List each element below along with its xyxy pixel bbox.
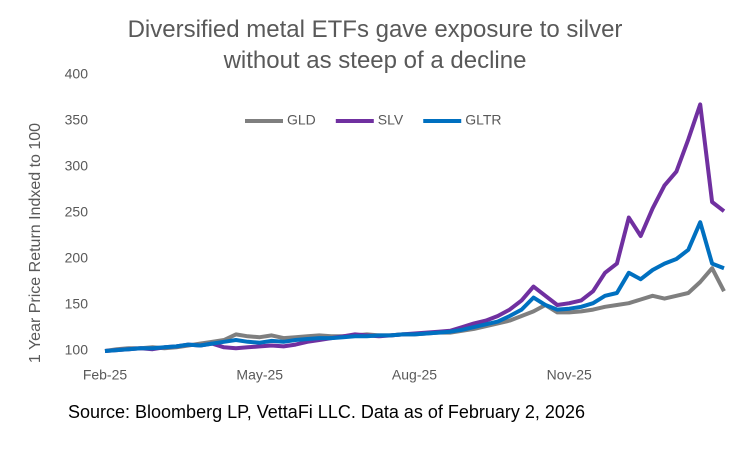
line-series <box>104 220 725 353</box>
chart-title: Diversified metal ETFs gave exposure to … <box>127 16 623 74</box>
y-tick-label: 100 <box>65 342 89 358</box>
legend-label: GLD <box>287 112 316 128</box>
y-tick-label: 300 <box>65 158 89 174</box>
x-tick-label: Nov-25 <box>547 367 592 383</box>
y-tick-label: 150 <box>65 296 89 312</box>
legend-label: GLTR <box>465 112 501 128</box>
line-series <box>104 266 726 353</box>
y-axis-label: 1 Year Price Return Indxed to 100 <box>27 123 44 363</box>
y-tick-label: 250 <box>65 204 89 220</box>
y-tick-label: 350 <box>65 112 89 128</box>
y-tick-label: 400 <box>65 66 89 82</box>
x-tick-label: Aug-25 <box>392 367 437 383</box>
legend-label: SLV <box>378 112 404 128</box>
y-tick-label: 200 <box>65 250 89 266</box>
x-tick-label: Feb-25 <box>83 367 128 383</box>
line-series <box>104 102 726 353</box>
source-note: Source: Bloomberg LP, VettaFi LLC. Data … <box>68 402 585 422</box>
x-tick-label: May-25 <box>236 367 283 383</box>
